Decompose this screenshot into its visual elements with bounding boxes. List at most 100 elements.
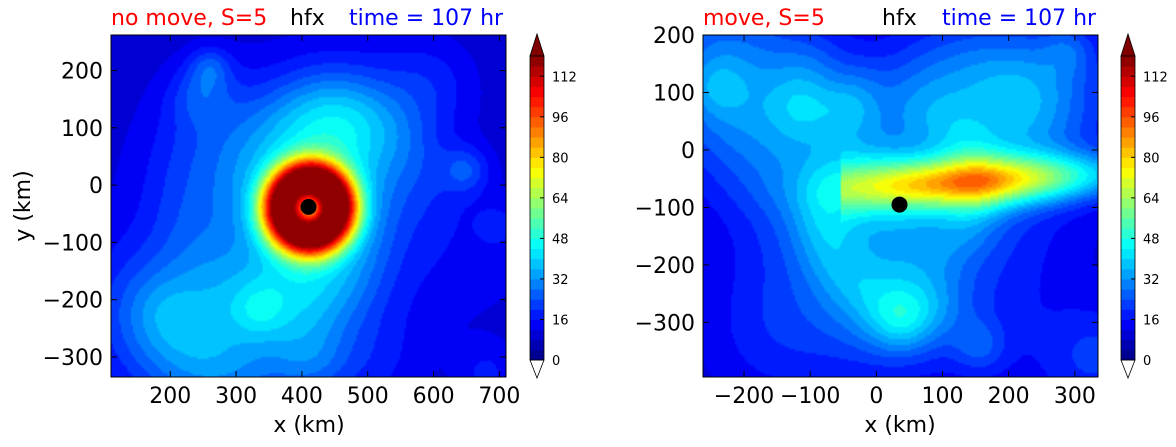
colorbar-level xyxy=(1121,147,1135,158)
right-colorbar: 0 16 32 48 64 80 96 112 xyxy=(1120,32,1168,380)
colorbar-level xyxy=(1121,187,1135,199)
colorbar-level xyxy=(1121,56,1135,67)
colorbar-level xyxy=(530,278,544,290)
colorbar-level xyxy=(530,258,544,270)
colorbar-level xyxy=(1121,268,1135,280)
left-panel: 200 300 400 500 600 700 −300 −200 −100 0 100 200 x … xyxy=(11,32,577,438)
colorbar-tick-label: 80 xyxy=(552,151,569,166)
colorbar-level xyxy=(1121,309,1135,320)
left-x-axis-label: x (km) xyxy=(273,413,344,438)
x-tick-label: 600 xyxy=(413,384,455,409)
colorbar-level xyxy=(1121,258,1135,270)
colorbar-tick-label: 16 xyxy=(552,313,569,328)
right-storm-center-marker xyxy=(891,196,908,213)
colorbar-tick-label: 0 xyxy=(552,354,560,369)
left-title-center: hfx xyxy=(290,6,325,31)
colorbar-tick-label: 96 xyxy=(552,111,569,126)
colorbar-level xyxy=(1121,208,1135,219)
colorbar-tick-label: 112 xyxy=(552,70,577,85)
colorbar-max-extend-arrow xyxy=(529,32,545,57)
left-title-right: time = 107 hr xyxy=(349,6,504,31)
colorbar-level xyxy=(1121,86,1135,98)
y-tick-label: 0 xyxy=(681,139,695,164)
colorbar-min-extend-arrow xyxy=(1120,359,1136,380)
colorbar-outline xyxy=(1120,55,1136,361)
x-tick-label: 500 xyxy=(347,384,389,409)
right-title-center: hfx xyxy=(882,6,917,31)
colorbar-level xyxy=(1121,329,1135,341)
colorbar-level xyxy=(530,268,544,280)
colorbar-level xyxy=(1121,96,1135,108)
colorbar-level xyxy=(1121,116,1135,128)
right-title-right: time = 107 hr xyxy=(942,6,1097,31)
y-tick-label: 100 xyxy=(61,117,103,142)
x-tick-label: 200 xyxy=(149,384,191,409)
colorbar-tick-label: 112 xyxy=(1143,70,1168,85)
colorbar-level xyxy=(1121,278,1135,290)
y-tick-label: 200 xyxy=(653,24,695,49)
colorbar-level xyxy=(530,289,544,300)
left-title-left: no move, S=5 xyxy=(111,6,268,31)
x-tick-label: 100 xyxy=(922,384,964,409)
colorbar-level xyxy=(1121,157,1135,168)
colorbar-level xyxy=(1121,349,1135,361)
colorbar-level xyxy=(530,349,544,361)
y-tick-label: −300 xyxy=(635,311,695,336)
y-tick-label: −200 xyxy=(635,254,695,279)
colorbar-level xyxy=(1121,177,1135,189)
colorbar-level xyxy=(1121,167,1135,179)
y-tick-label: 0 xyxy=(89,174,103,199)
colorbar-min-extend-arrow xyxy=(529,359,545,380)
colorbar-outline xyxy=(529,55,545,361)
left-y-axis-label: y (km) xyxy=(11,170,36,241)
colorbar-level xyxy=(530,66,544,77)
x-tick-label: −200 xyxy=(714,384,774,409)
colorbar-tick-label: 16 xyxy=(1143,313,1160,328)
y-tick-label: 200 xyxy=(61,60,103,85)
colorbar-tick-label: 32 xyxy=(552,273,569,288)
colorbar-tick-label: 80 xyxy=(1143,151,1160,166)
colorbar-level xyxy=(530,126,544,138)
y-tick-label: −300 xyxy=(43,346,103,371)
colorbar-level xyxy=(530,309,544,320)
colorbar-level xyxy=(1121,248,1135,260)
x-tick-label: 300 xyxy=(215,384,257,409)
colorbar-level xyxy=(530,96,544,108)
colorbar-level xyxy=(530,116,544,128)
colorbar-level xyxy=(530,76,544,87)
colorbar-tick-label: 64 xyxy=(1143,192,1160,207)
colorbar-level xyxy=(1121,238,1135,250)
colorbar-level xyxy=(530,339,544,351)
y-tick-label: −100 xyxy=(635,196,695,221)
colorbar-level xyxy=(530,187,544,199)
colorbar-level xyxy=(530,228,544,239)
left-colorbar: 0 16 32 48 64 80 96 112 xyxy=(529,32,577,380)
colorbar-level xyxy=(1121,106,1135,118)
colorbar-tick-label: 48 xyxy=(552,232,569,247)
colorbar-tick-label: 0 xyxy=(1143,354,1151,369)
colorbar-max-extend-arrow xyxy=(1120,32,1136,57)
colorbar-level xyxy=(530,299,544,310)
x-tick-label: 200 xyxy=(988,384,1030,409)
colorbar-level xyxy=(530,157,544,168)
left-storm-center-marker xyxy=(300,198,317,215)
x-tick-label: 300 xyxy=(1054,384,1096,409)
x-tick-label: 700 xyxy=(478,384,520,409)
x-tick-label: −100 xyxy=(780,384,840,409)
colorbar-level xyxy=(530,137,544,148)
colorbar-level xyxy=(530,197,544,209)
colorbar-level xyxy=(1121,319,1135,331)
colorbar-level xyxy=(530,319,544,331)
colorbar-tick-label: 96 xyxy=(1143,111,1160,126)
colorbar-tick-label: 48 xyxy=(1143,232,1160,247)
colorbar-level xyxy=(530,329,544,341)
colorbar-level xyxy=(530,248,544,260)
colorbar-level xyxy=(1121,76,1135,87)
colorbar-level xyxy=(530,86,544,98)
colorbar-level xyxy=(530,208,544,219)
x-tick-label: 0 xyxy=(869,384,883,409)
colorbar-level xyxy=(1121,289,1135,300)
